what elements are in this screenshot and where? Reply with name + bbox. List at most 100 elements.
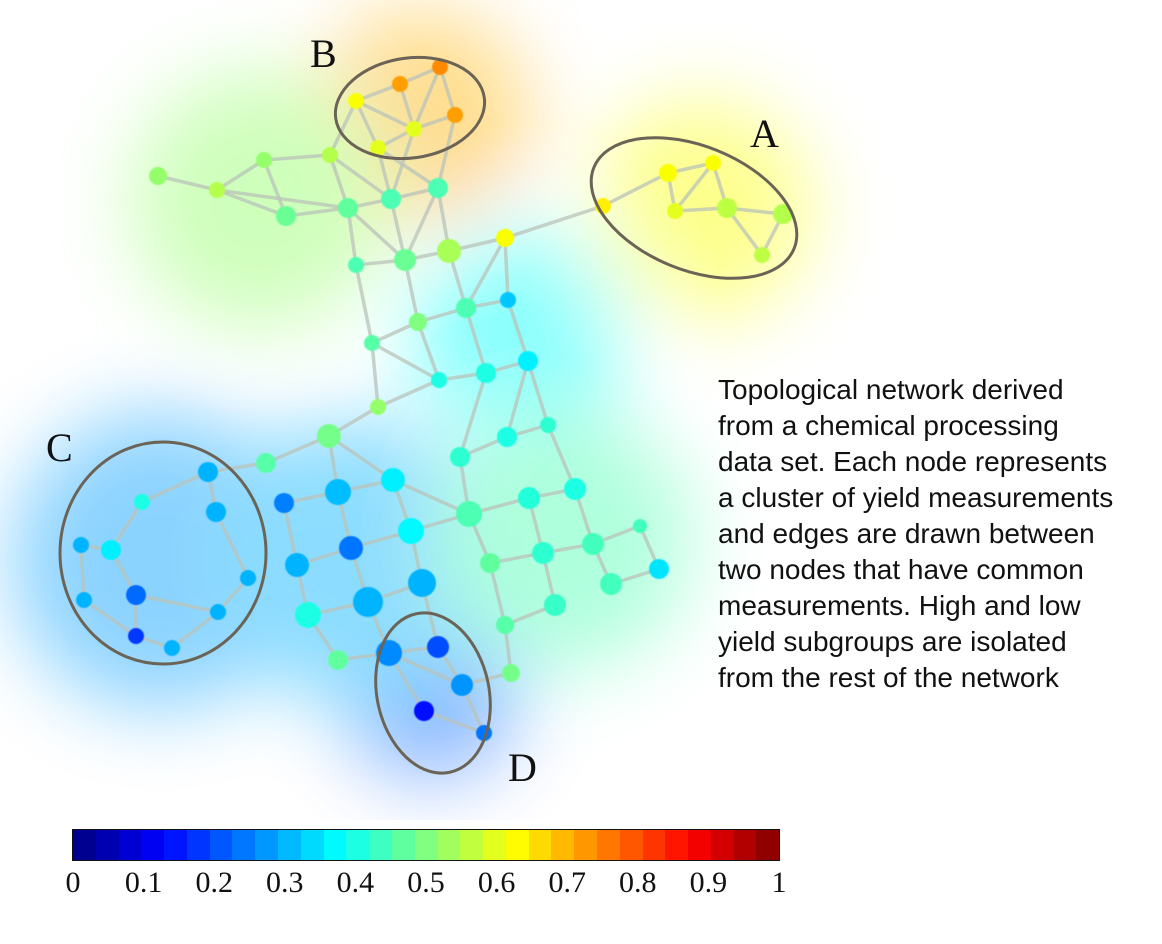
network-edge [216,158,265,192]
network-node [564,478,586,500]
colorbar-tick-label: 0.8 [619,866,657,899]
colorbar-tick-label: 0.3 [266,866,304,899]
network-node [73,537,89,553]
network-node [428,178,448,198]
network-node [659,164,677,182]
network-node [381,189,401,209]
network-edge [328,434,394,482]
network-node [240,570,256,586]
network-edge [436,114,457,189]
network-node [496,616,514,634]
network-node [427,636,449,658]
colorbar-segment [95,830,119,860]
network-node [338,198,358,218]
network-edge [546,424,577,490]
network-edge [83,598,137,638]
network-edge [214,511,250,579]
network-node [502,664,520,682]
caption-line: and edges are drawn between [718,518,1095,549]
network-edge [673,161,715,213]
colorbar-segment [528,830,552,860]
subgroup-outline [333,55,487,161]
network-node [649,559,669,579]
network-node [295,602,321,628]
network-edge [403,187,440,261]
network-node [398,518,424,544]
network-edge [216,188,287,218]
network-edge [79,544,86,601]
network-edge [262,159,288,217]
network-node [285,553,309,577]
colorbar-tick-label: 0.9 [689,866,728,899]
colorbar-segment [483,830,506,860]
network-node [582,533,604,555]
network-node [480,553,500,573]
subgroup-outline [589,136,799,280]
group-label-d: D [508,745,537,790]
network-edge [370,342,380,408]
network-node [500,292,516,308]
network-node [409,313,427,331]
network-node [128,628,144,644]
colorbar-segment [665,830,689,860]
network-edge [355,99,415,131]
network-node [705,155,721,171]
network-edge [135,593,219,614]
colorbar-segment [460,830,484,860]
network-edge [371,341,440,382]
colorbar-segment [300,830,324,860]
caption-line: yield subgroups are isolated [718,626,1067,657]
colorbar-segment [346,830,370,860]
caption-line: data set. Each node represents [718,446,1108,477]
network-node [348,257,364,273]
colorbar-segment [688,830,711,860]
network-edge [157,174,218,192]
colorbar-tick-label: 0.5 [407,866,445,899]
network-node [198,462,218,482]
network-edge [488,562,507,626]
glow-blob [430,410,690,670]
network-node [364,335,380,351]
colorbar-segment [642,830,666,860]
network-node [274,493,294,513]
network-edge [503,237,510,301]
network-edge [346,206,407,262]
network-node [667,203,683,219]
network-node [370,399,386,415]
network-node [456,501,482,527]
network-node [101,540,121,560]
network-node [394,249,416,271]
network-node [754,247,770,263]
caption-line: two nodes that have common [718,554,1084,585]
colorbar-tick-label: 0.4 [336,866,375,899]
network-node [164,640,180,656]
colorbar-segment [619,830,643,860]
network-node [496,229,514,247]
caption-line: from the rest of the network [718,662,1059,693]
network-node [447,107,463,123]
network-node [540,417,556,433]
colorbar-segment [596,830,620,860]
network-edge [412,66,442,130]
network-node [456,298,476,318]
network-nodes [73,59,793,741]
network-edge [464,307,488,374]
colorbar-segment [141,830,165,860]
colorbar-segment [369,830,392,860]
network-node [432,59,448,75]
network-edge [506,299,530,362]
colorbar-tick-label: 0.1 [124,866,163,899]
group-label-b: B [310,31,337,76]
colorbar-segment [414,830,438,860]
colorbar-tick-label: 0 [65,866,81,899]
colorbar-tick-label: 0.7 [548,866,586,899]
colorbar-tick-label: 0.2 [195,866,233,899]
colorbar [72,829,780,861]
caption-line: from a chemical processing [718,410,1059,441]
network-edge [602,171,669,208]
network-node [325,479,351,505]
network-edge [389,128,416,200]
network-edge [526,360,550,426]
colorbar-segment [756,830,780,860]
network-node [256,453,276,473]
